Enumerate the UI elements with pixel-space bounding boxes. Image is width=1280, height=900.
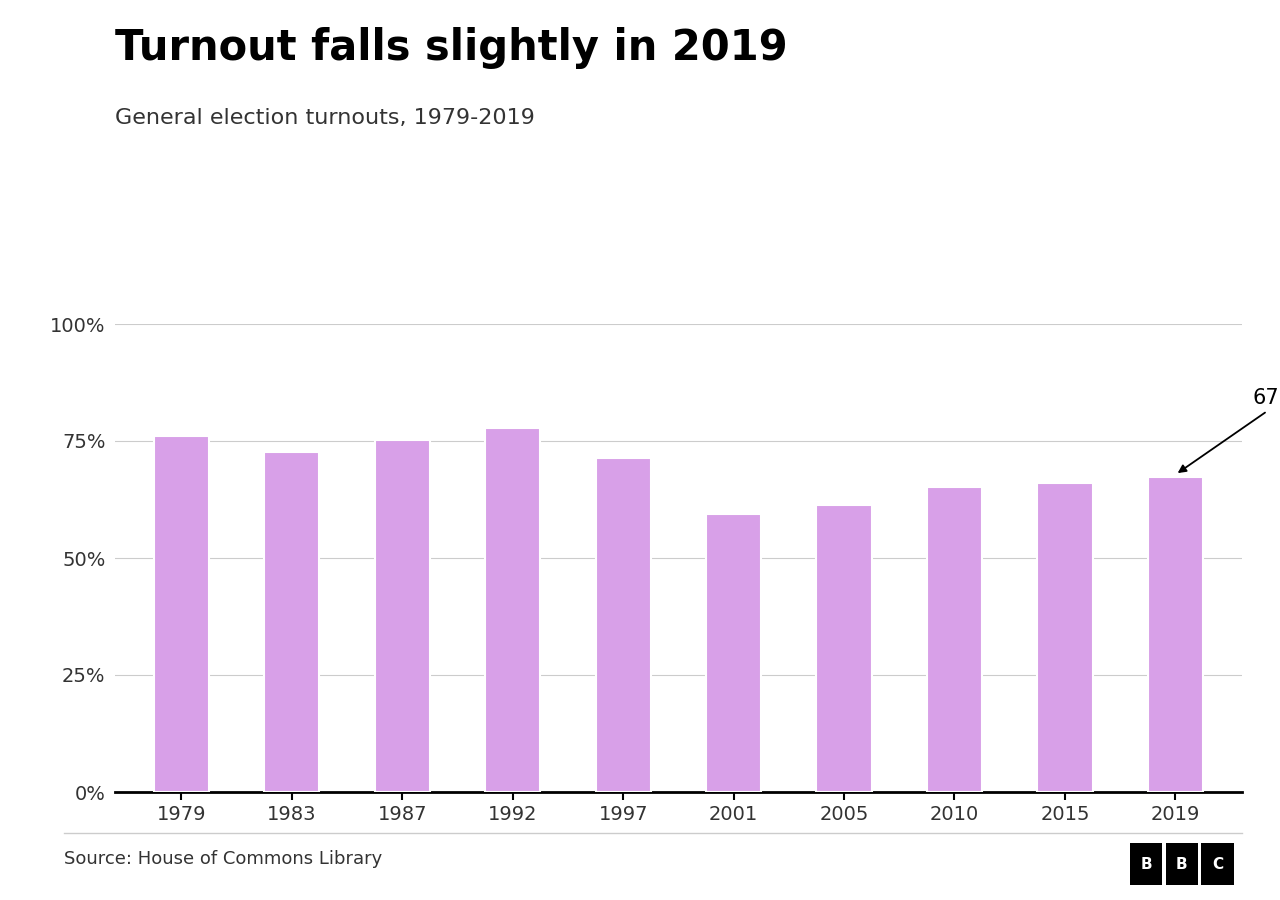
Bar bbox=[707, 514, 762, 792]
Text: B: B bbox=[1176, 857, 1188, 872]
Text: General election turnouts, 1979-2019: General election turnouts, 1979-2019 bbox=[115, 108, 535, 128]
Bar bbox=[1148, 477, 1203, 792]
Bar bbox=[154, 436, 209, 792]
Text: 67.3%: 67.3% bbox=[1179, 388, 1280, 472]
Text: Source: House of Commons Library: Source: House of Commons Library bbox=[64, 850, 383, 868]
Text: B: B bbox=[1140, 857, 1152, 872]
FancyBboxPatch shape bbox=[1130, 843, 1162, 886]
Text: Turnout falls slightly in 2019: Turnout falls slightly in 2019 bbox=[115, 27, 787, 69]
Bar bbox=[595, 458, 650, 792]
Bar bbox=[817, 505, 872, 792]
Bar bbox=[264, 452, 320, 792]
Bar bbox=[927, 487, 982, 792]
Bar bbox=[485, 428, 540, 792]
FancyBboxPatch shape bbox=[1201, 843, 1234, 886]
Bar bbox=[375, 439, 430, 792]
Text: C: C bbox=[1212, 857, 1222, 872]
FancyBboxPatch shape bbox=[1166, 843, 1198, 886]
Bar bbox=[1037, 482, 1093, 792]
